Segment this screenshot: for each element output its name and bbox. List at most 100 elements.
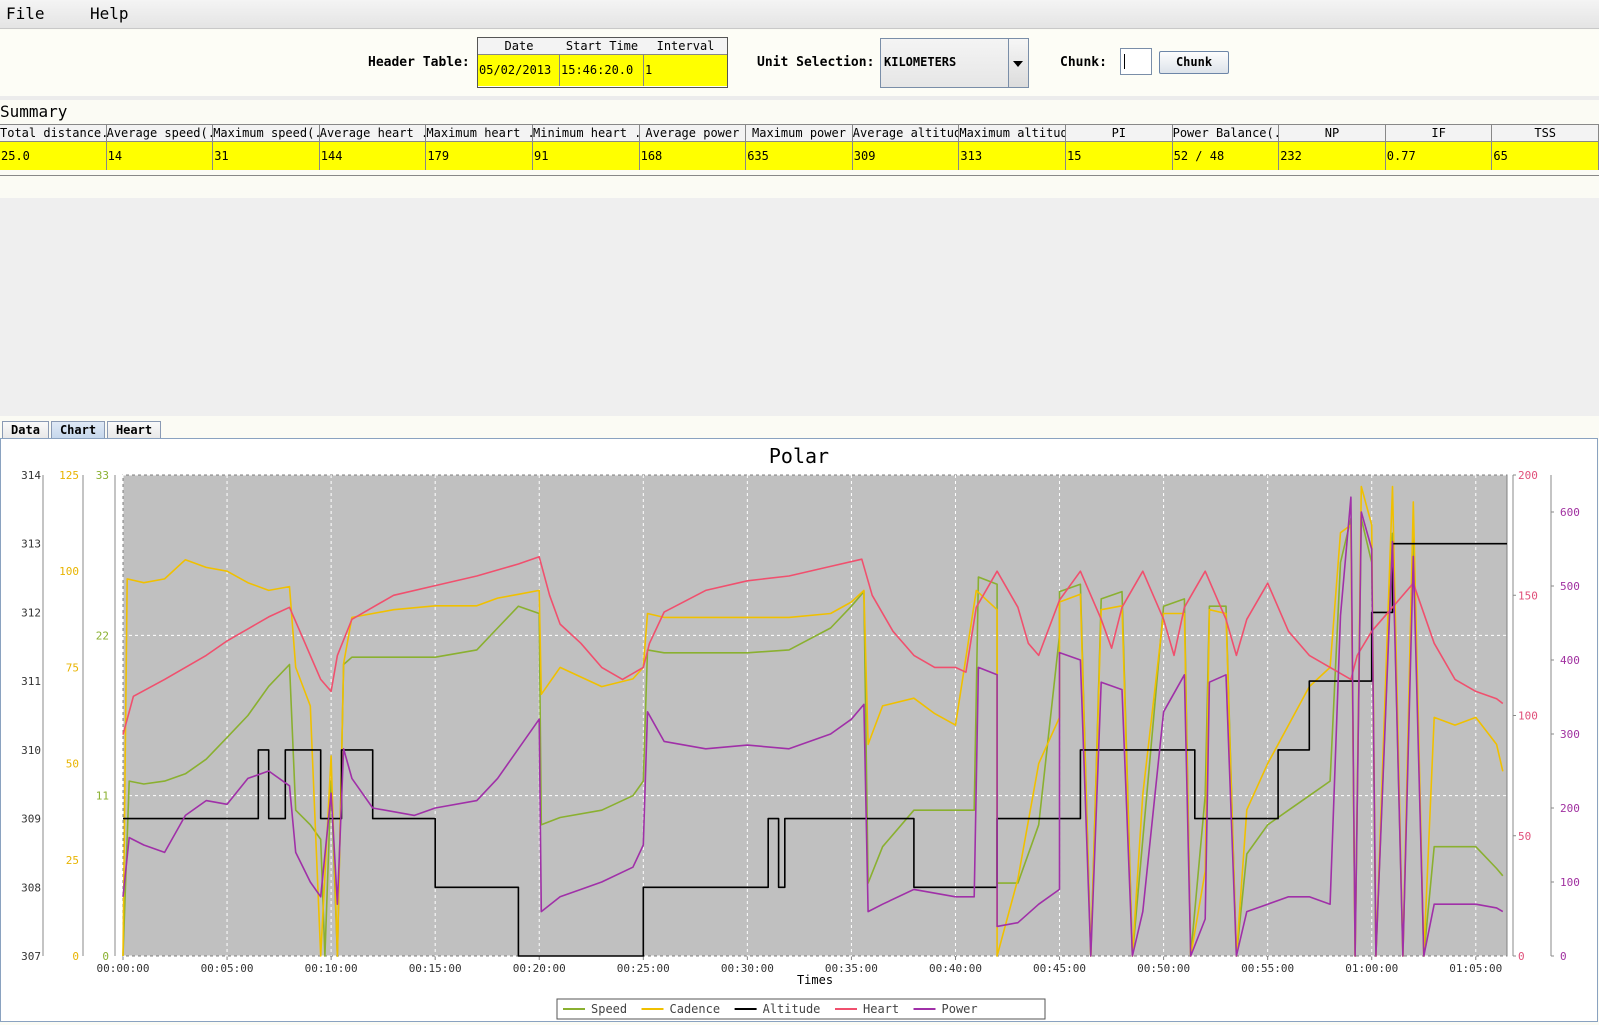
chart-panel: Polar 00:00:00 00:05:00 00:10:00 00:15:00 00:… — [0, 438, 1598, 1022]
menu-help[interactable]: Help — [90, 4, 129, 23]
y-tick-label-altitude: 313 — [21, 538, 41, 551]
chevron-down-icon[interactable] — [1008, 39, 1028, 87]
y-tick-label-power: 300 — [1560, 728, 1580, 741]
y-tick-label-speed: 0 — [102, 950, 109, 963]
x-tick-label: 00:05:00 — [201, 962, 254, 975]
summary-cell[interactable]: 144 — [319, 142, 427, 170]
summary-col-header[interactable]: Average power — [639, 125, 747, 142]
series-line-speed — [122, 517, 1504, 957]
summary-cell[interactable]: 15 — [1066, 142, 1173, 170]
x-tick-label: 00:50:00 — [1137, 962, 1190, 975]
header-col-interval[interactable]: Interval — [644, 38, 727, 55]
y-tick-label-power: 100 — [1560, 876, 1580, 889]
summary-cell[interactable]: 14 — [106, 142, 214, 170]
plot-area — [122, 474, 1508, 957]
chart-legend — [556, 998, 1046, 1020]
legend-label-power: Power — [942, 1002, 978, 1016]
y-tick-label-heart: 100 — [1518, 710, 1538, 723]
summary-col-header[interactable]: Maximum altitude — [959, 125, 1066, 142]
summary-cell[interactable]: 168 — [639, 142, 747, 170]
menu-bar: File Help — [0, 0, 1599, 29]
x-tick-label: 00:45:00 — [1033, 962, 1086, 975]
summary-cell[interactable]: 179 — [426, 142, 533, 170]
summary-cell[interactable]: 232 — [1279, 142, 1386, 170]
summary-col-header[interactable]: TSS — [1492, 125, 1599, 142]
y-tick-label-altitude: 312 — [21, 606, 41, 619]
summary-col-header[interactable]: Average speed(... — [106, 125, 214, 142]
chunk-button[interactable]: Chunk — [1159, 51, 1229, 74]
y-tick-label-altitude: 307 — [21, 950, 41, 963]
summary-col-header[interactable]: Total distance... — [0, 125, 107, 142]
y-tick-label-power: 500 — [1560, 580, 1580, 593]
y-tick-label-cadence: 25 — [66, 854, 79, 867]
summary-col-header[interactable]: IF — [1385, 125, 1493, 142]
empty-panel — [0, 198, 1599, 416]
tab-chart[interactable]: Chart — [51, 421, 105, 438]
x-tick-label: 01:00:00 — [1345, 962, 1398, 975]
y-tick-label-power: 600 — [1560, 506, 1580, 519]
tab-data[interactable]: Data — [2, 421, 49, 438]
y-tick-label-heart: 0 — [1518, 950, 1525, 963]
summary-cell[interactable]: 52 / 48 — [1172, 142, 1280, 170]
x-tick-label: 00:35:00 — [825, 962, 878, 975]
header-col-date[interactable]: Date — [478, 38, 561, 55]
summary-col-header[interactable]: NP — [1279, 125, 1386, 142]
unit-selection-value: KILOMETERS — [884, 55, 957, 69]
y-tick-label-cadence: 100 — [59, 565, 79, 578]
legend-label-heart: Heart — [863, 1002, 899, 1016]
header-cell-start-time[interactable]: 15:46:20.0 — [560, 55, 644, 86]
header-table-label: Header Table: — [368, 55, 470, 70]
unit-selection-label: Unit Selection: — [757, 55, 875, 70]
tab-heart[interactable]: Heart — [107, 421, 161, 438]
y-tick-label-power: 0 — [1560, 950, 1567, 963]
menu-file[interactable]: File — [6, 4, 45, 23]
summary-cell[interactable]: 65 — [1492, 142, 1599, 170]
chunk-input[interactable] — [1120, 48, 1152, 75]
y-tick-label-altitude: 314 — [21, 469, 41, 482]
legend-label-altitude: Altitude — [763, 1002, 821, 1016]
y-tick-label-power: 200 — [1560, 802, 1580, 815]
y-tick-label-speed: 22 — [96, 629, 109, 642]
legend-label-speed: Speed — [591, 1002, 627, 1016]
summary-cell[interactable]: 635 — [746, 142, 853, 170]
header-table: Date Start Time Interval 05/02/2013 15:4… — [477, 37, 728, 88]
y-tick-label-speed: 33 — [96, 469, 109, 482]
y-tick-label-cadence: 0 — [72, 950, 79, 963]
x-tick-label: 00:20:00 — [513, 962, 566, 975]
header-cell-interval[interactable]: 1 — [644, 55, 727, 86]
x-tick-label: 00:00:00 — [97, 962, 150, 975]
y-tick-label-heart: 200 — [1518, 469, 1538, 482]
y-tick-label-heart: 50 — [1518, 830, 1531, 843]
x-tick-label: 00:15:00 — [409, 962, 462, 975]
header-col-start-time[interactable]: Start Time — [560, 38, 645, 55]
summary-col-header[interactable]: Maximum power — [746, 125, 853, 142]
summary-cell[interactable]: 313 — [959, 142, 1066, 170]
summary-col-header[interactable]: Average heart ... — [319, 125, 427, 142]
summary-col-header[interactable]: Minimum heart ... — [533, 125, 640, 142]
series-line-heart — [122, 556, 1504, 735]
summary-col-header[interactable]: Maximum speed(... — [213, 125, 320, 142]
legend-label-cadence: Cadence — [670, 1002, 721, 1016]
summary-col-header[interactable]: PI — [1066, 125, 1173, 142]
x-tick-label: 00:30:00 — [721, 962, 774, 975]
summary-cell[interactable]: 31 — [213, 142, 320, 170]
summary-cell[interactable]: 309 — [852, 142, 960, 170]
summary-col-header[interactable]: Maximum heart ... — [426, 125, 533, 142]
unit-selection-combo[interactable]: KILOMETERS — [880, 38, 1029, 88]
y-tick-label-cadence: 125 — [59, 469, 79, 482]
x-tick-label: 01:05:00 — [1449, 962, 1502, 975]
polar-chart: Polar 00:00:00 00:05:00 00:10:00 00:15:00 00:… — [21, 444, 1580, 1020]
header-cell-date[interactable]: 05/02/2013 — [478, 55, 560, 86]
series-line-altitude — [123, 542, 1507, 957]
summary-cell[interactable]: 0.77 — [1385, 142, 1493, 170]
summary-col-header[interactable]: Average altitude — [852, 125, 960, 142]
summary-cell[interactable]: 91 — [533, 142, 640, 170]
summary-col-header[interactable]: Power Balance(... — [1172, 125, 1280, 142]
x-tick-label: 00:55:00 — [1241, 962, 1294, 975]
y-tick-label-heart: 150 — [1518, 589, 1538, 602]
y-tick-label-cadence: 75 — [66, 661, 79, 674]
y-tick-label-altitude: 310 — [21, 744, 41, 757]
summary-cell[interactable]: 25.0 — [0, 142, 107, 170]
y-tick-label-power: 400 — [1560, 654, 1580, 667]
